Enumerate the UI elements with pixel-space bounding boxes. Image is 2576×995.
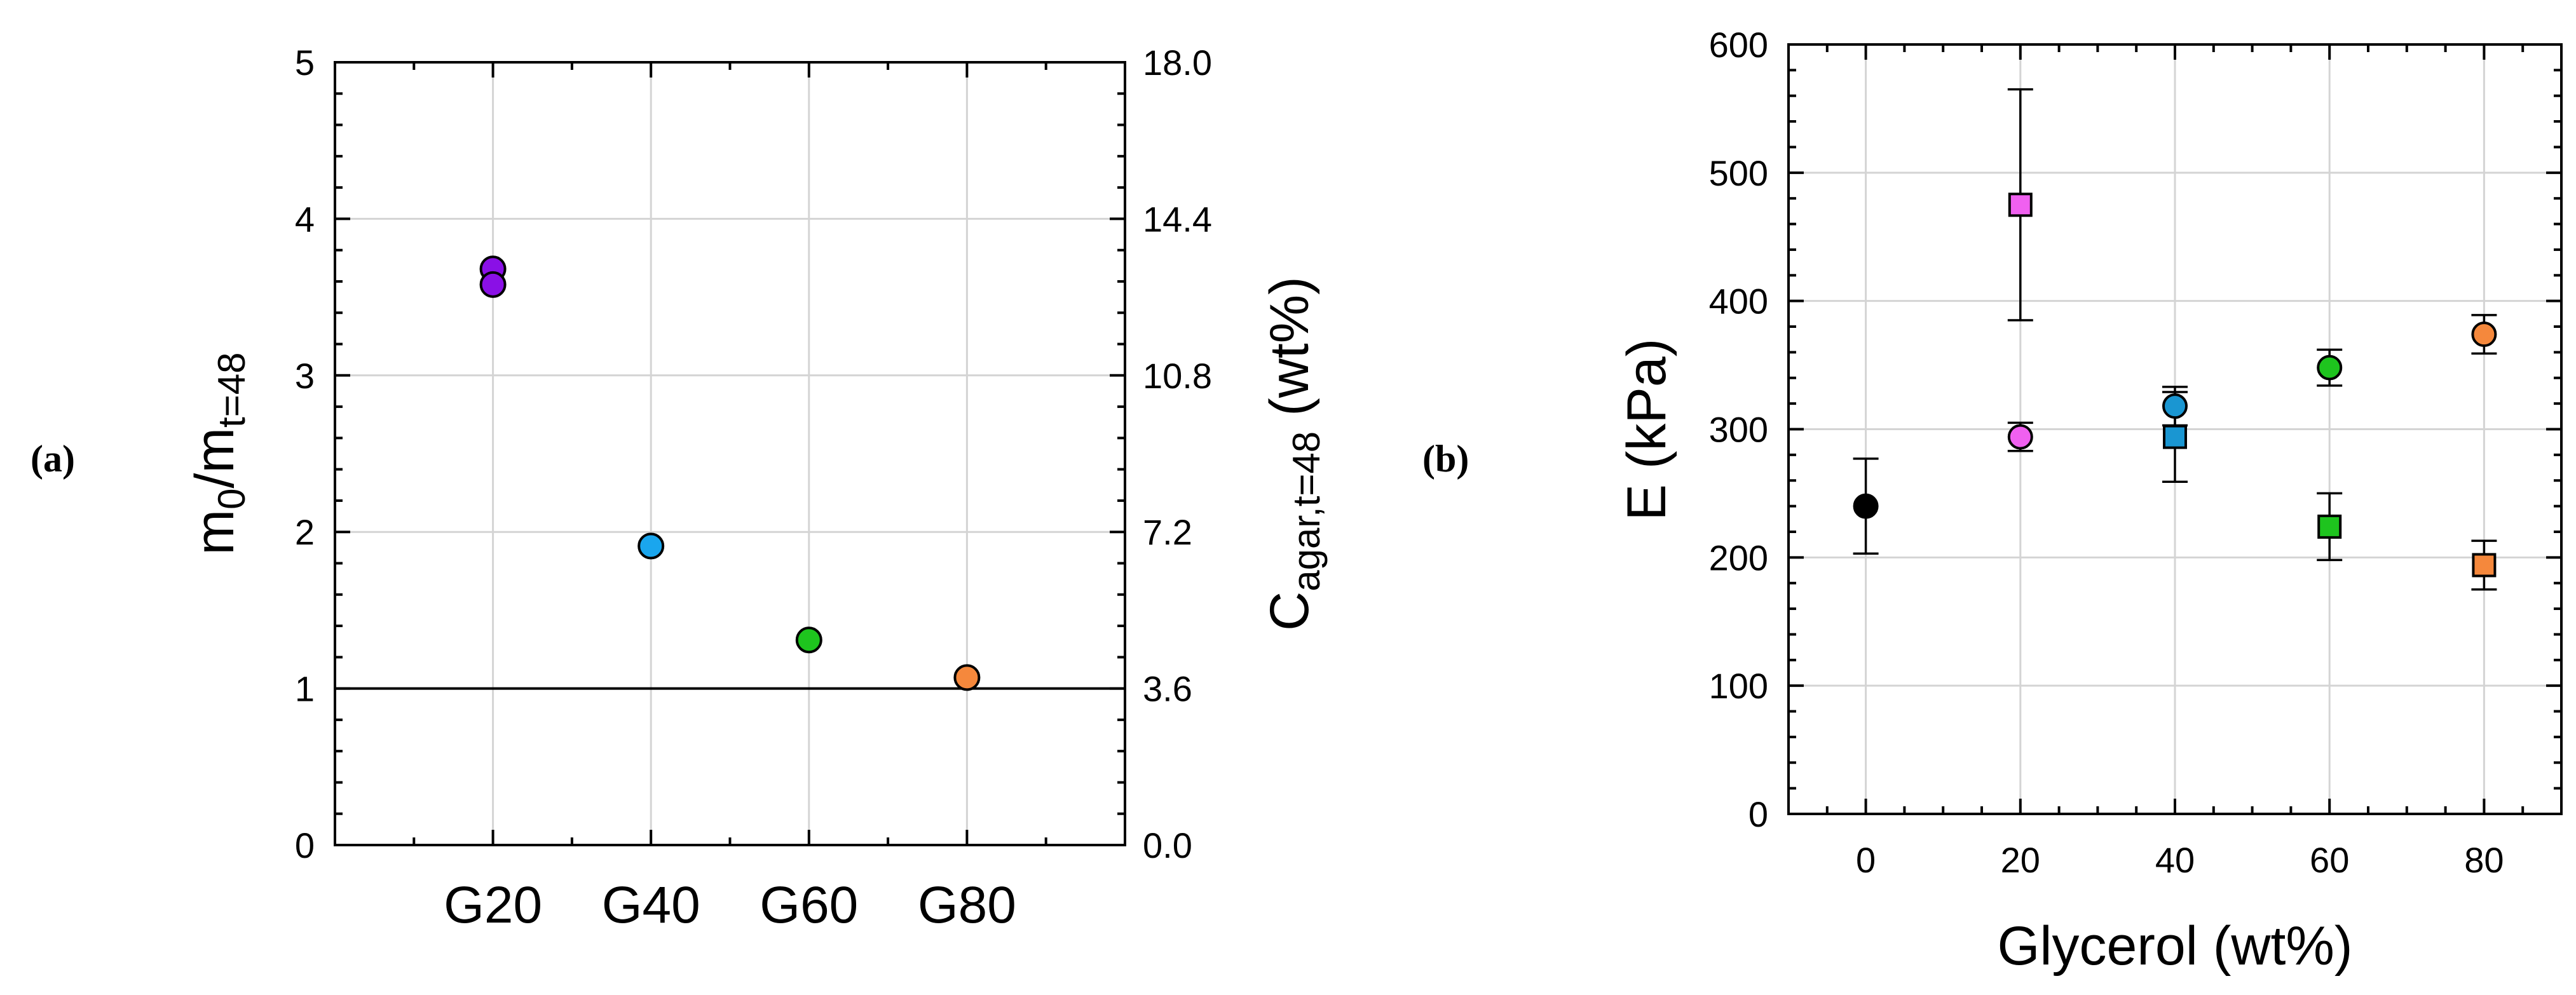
chart-a-y2-tick-label: 3.6 [1143, 669, 1192, 709]
panel-b-label: (b) [1422, 438, 1469, 480]
chart-b-y-tick-label: 400 [1709, 281, 1768, 322]
chart-b-circle-point [2471, 322, 2497, 348]
chart-b-x-tick-label: 80 [2464, 840, 2504, 880]
chart-a-frame [334, 61, 1126, 846]
chart-a-y-tick-label: 2 [295, 512, 315, 552]
chart-b-y-tick-label: 600 [1709, 25, 1768, 65]
chart-a-grid [335, 61, 1125, 846]
chart-b-y-axis-title: E (kPa) [1616, 339, 1677, 521]
chart-a-category-label: G60 [760, 876, 858, 934]
chart-b-y-tick-label: 200 [1709, 538, 1768, 578]
panel-a-label: (a) [31, 438, 75, 480]
chart-b-x-axis-title: Glycerol (wt%) [1997, 916, 2352, 977]
chart-b-x-tick-label: 40 [2155, 840, 2195, 880]
chart-b-square-point [2472, 553, 2497, 578]
chart-a-ticks [335, 61, 1125, 846]
chart-b-circle-point [2007, 424, 2033, 450]
chart-b-frame [1787, 43, 2563, 815]
chart-a-category-label: G80 [918, 876, 1016, 934]
chart-a-y2-tick-label: 7.2 [1143, 512, 1192, 552]
chart-a: 0 1 2 3 4 5 0.0 3.6 7.2 10.8 14.4 18.0 G20 G40 G60 G8… [184, 43, 1328, 934]
chart-a-y-axis-title: m0/mt=48 [184, 352, 253, 555]
chart-a-category-label: G20 [444, 876, 542, 934]
chart-a-y2-tick-label: 14.4 [1143, 199, 1212, 239]
chart-b-points [1853, 193, 2497, 578]
chart-a-y-tick-label: 3 [295, 356, 315, 396]
chart-a-y2-tick-labels: 0.0 3.6 7.2 10.8 14.4 18.0 [1143, 43, 1212, 865]
chart-b-x-tick-label: 0 [1856, 840, 1876, 880]
chart-a-y-tick-label: 0 [295, 825, 315, 865]
chart-a-y-tick-label: 5 [295, 43, 315, 83]
chart-a-data-point [637, 532, 665, 560]
chart-a-y2-axis-title: Cagar,t=48 (wt%) [1259, 276, 1328, 631]
chart-b-y-tick-label: 500 [1709, 153, 1768, 193]
chart-a-data-point [795, 626, 822, 654]
chart-a-data-point [953, 664, 981, 691]
chart-b-x-tick-label: 20 [2001, 840, 2040, 880]
chart-a-y2-tick-label: 10.8 [1143, 356, 1212, 396]
chart-b: 0 100 200 300 400 500 600 0 20 40 60 80 E (kPa) Gl… [1616, 25, 2563, 977]
chart-b-y-tick-label: 100 [1709, 666, 1768, 706]
chart-a-y-tick-label: 1 [295, 669, 315, 709]
chart-a-data-point [479, 271, 507, 298]
chart-b-x-tick-labels: 0 20 40 60 80 [1856, 840, 2504, 880]
chart-a-y2-tick-label: 0.0 [1143, 825, 1192, 865]
chart-a-category-label: G40 [602, 876, 700, 934]
chart-a-y-tick-label: 4 [295, 199, 315, 239]
chart-a-y-tick-labels: 0 1 2 3 4 5 [295, 43, 315, 865]
chart-b-square-point [2317, 514, 2342, 539]
chart-b-square-point [2008, 193, 2033, 217]
chart-b-y-tick-labels: 0 100 200 300 400 500 600 [1709, 25, 1768, 834]
chart-a-x-tick-labels: G20 G40 G60 G80 [444, 876, 1016, 934]
chart-b-circle-point [1853, 493, 1879, 519]
chart-a-y2-tick-label: 18.0 [1143, 43, 1212, 83]
chart-a-points [479, 255, 981, 691]
chart-b-circle-point [2317, 355, 2343, 381]
chart-b-x-tick-label: 60 [2310, 840, 2349, 880]
chart-b-y-tick-label: 0 [1748, 794, 1768, 834]
chart-b-y-tick-label: 300 [1709, 410, 1768, 450]
chart-b-square-point [2163, 424, 2187, 449]
chart-b-circle-point [2162, 393, 2188, 419]
